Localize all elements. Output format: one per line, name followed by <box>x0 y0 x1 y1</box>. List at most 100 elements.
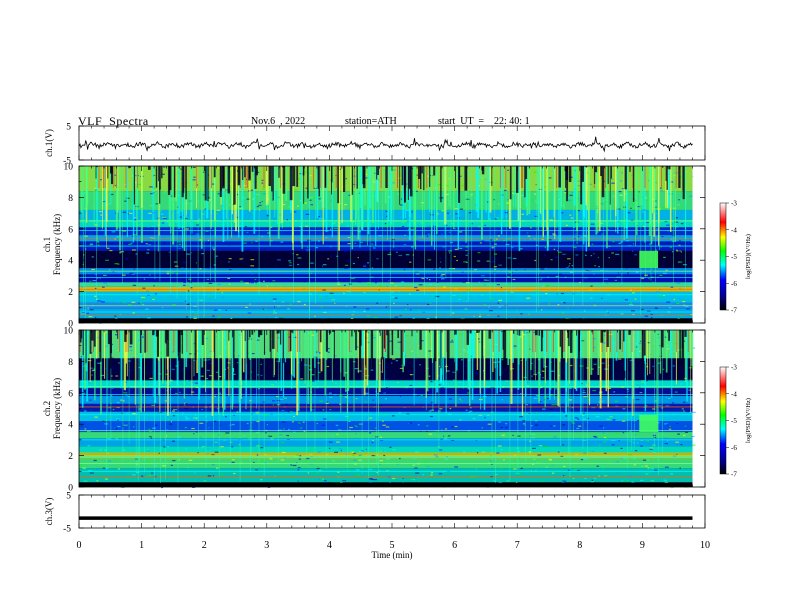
spec-speckle <box>371 267 374 269</box>
spec-speckle <box>236 170 239 172</box>
spec-speckle <box>162 217 167 219</box>
spec-speckle <box>316 467 320 470</box>
spec-speckle <box>560 292 565 295</box>
spec-speckle <box>334 451 339 453</box>
spec-speckle <box>221 474 224 476</box>
spec-speckle <box>125 424 128 426</box>
spec-speckle <box>624 299 628 301</box>
spec-speckle <box>688 380 692 382</box>
spec-speckle <box>134 217 136 219</box>
spec-speckle <box>357 281 362 283</box>
spec-speckle <box>549 425 552 427</box>
spec-speckle <box>397 341 402 343</box>
spec-speckle <box>368 478 372 480</box>
spec-speckle <box>442 471 445 473</box>
spec-speckle <box>288 260 291 262</box>
spec-speckle <box>638 342 642 344</box>
spec-speckle <box>218 246 221 248</box>
spec-speckle <box>337 471 340 473</box>
spec-speckle <box>382 351 386 354</box>
spec-speckle <box>391 362 393 364</box>
spec-speckle <box>188 278 192 280</box>
spec-speckle <box>597 256 599 259</box>
spec-speckle <box>231 446 234 448</box>
spec-speckle <box>98 210 102 213</box>
spec-speckle <box>460 208 463 210</box>
spec-speckle <box>239 206 241 208</box>
spec-speckle <box>664 423 668 425</box>
spec-speckle <box>80 248 82 250</box>
spec-speckle <box>500 427 503 429</box>
spec-speckle <box>269 338 274 340</box>
spec-band <box>79 468 693 483</box>
spec-speckle <box>215 467 219 469</box>
spec-band <box>79 411 693 422</box>
spec-speckle <box>140 336 144 338</box>
spec-speckle <box>290 464 292 466</box>
spec-speckle <box>319 469 322 472</box>
spec-speckle <box>193 305 198 307</box>
spec-speckle <box>656 454 659 456</box>
spec-speckle <box>626 272 629 274</box>
spec-speckle <box>428 283 433 286</box>
spec-speckle <box>246 249 250 251</box>
spec-speckle <box>350 350 352 352</box>
spec-speckle <box>147 317 151 319</box>
spec-speckle <box>650 480 654 482</box>
spec-speckle <box>128 369 132 372</box>
colorbar <box>719 202 727 311</box>
spec-speckle <box>576 427 580 430</box>
spec-speckle <box>143 278 146 280</box>
spec-speckle <box>607 311 609 314</box>
spec-speckle <box>684 425 687 427</box>
spec-speckle <box>680 223 684 225</box>
spec-speckle <box>436 264 439 266</box>
spec-speckle <box>505 215 507 217</box>
spec-speckle <box>261 200 263 203</box>
x-tick-label: 2 <box>202 540 207 551</box>
colorbar-tick-label: -7 <box>731 471 737 479</box>
spec-speckle <box>484 224 486 226</box>
spec-speckle <box>255 193 260 196</box>
spec-speckle <box>692 347 696 349</box>
spec-speckle <box>669 246 672 248</box>
y-axis-label-channel: ch.2 <box>42 401 52 416</box>
spec-speckle <box>376 258 379 260</box>
spec-speckle <box>385 210 388 212</box>
spec-speckle <box>660 189 663 191</box>
spec-speckle <box>255 412 260 414</box>
spec-speckle <box>369 432 372 434</box>
spec-speckle <box>109 250 113 252</box>
spec-speckle <box>297 480 299 482</box>
spec-speckle <box>126 322 130 325</box>
spec-speckle <box>650 313 654 316</box>
spec-speckle <box>149 436 152 438</box>
spec-speckle <box>251 467 253 470</box>
spec-speckle <box>329 292 334 294</box>
spec-speckle <box>633 243 635 245</box>
spec-speckle <box>273 310 276 312</box>
spec-speckle <box>308 332 311 334</box>
spec-speckle <box>382 424 386 426</box>
spec-speckle <box>628 454 633 456</box>
spec-speckle <box>410 374 414 376</box>
spec-speckle <box>521 205 525 207</box>
spec-speckle <box>195 415 197 417</box>
spec-speckle <box>405 414 408 416</box>
spec-speckle <box>280 241 284 243</box>
spec-speckle <box>542 387 546 389</box>
spec-speckle <box>251 353 255 355</box>
spec-speckle <box>600 222 602 224</box>
spec-speckle <box>416 174 418 176</box>
spec-speckle <box>258 281 261 283</box>
spec-speckle <box>303 303 306 306</box>
spec-speckle <box>87 360 92 362</box>
spec-speckle <box>667 303 671 305</box>
spec-speckle <box>379 271 384 273</box>
spec-speckle <box>640 340 642 342</box>
spec-speckle <box>414 464 416 466</box>
colorbar-tick-label: -6 <box>731 444 737 452</box>
spec-speckle <box>248 438 251 440</box>
spec-speckle <box>392 358 396 360</box>
spec-speckle <box>652 365 655 367</box>
